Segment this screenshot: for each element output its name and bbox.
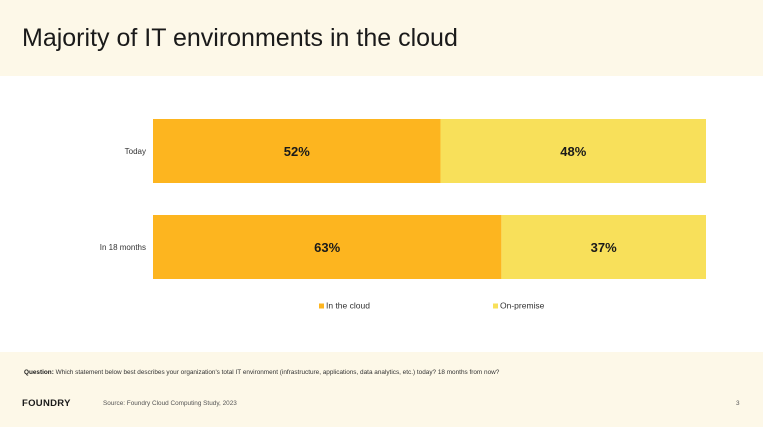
header-band: Majority of IT environments in the cloud [0, 0, 763, 76]
question-label: Question: [24, 369, 54, 376]
data-label: 52% [284, 144, 310, 159]
bar-segment [440, 119, 706, 183]
footer-band: Question: Which statement below best des… [0, 352, 763, 427]
legend-label: In the cloud [326, 301, 370, 311]
source-note: Source: Foundry Cloud Computing Study, 2… [103, 400, 237, 407]
survey-question: Question: Which statement below best des… [24, 369, 744, 376]
question-text: Which statement below best describes you… [55, 369, 500, 376]
page-number: 3 [736, 400, 740, 407]
data-label: 63% [314, 240, 340, 255]
category-label: In 18 months [100, 243, 146, 252]
brand-logo: FOUNDRY [22, 398, 71, 409]
legend-swatch [319, 303, 324, 309]
data-label: 37% [591, 240, 617, 255]
bar-segment [153, 119, 441, 183]
bar-segment [153, 215, 502, 279]
bar-segment [501, 215, 706, 279]
data-label: 48% [560, 144, 586, 159]
legend-label: On-premise [500, 301, 545, 311]
stacked-bar-chart: Today 52% 48% In 18 months 63% 37% In the clou… [100, 119, 706, 311]
chart-area: Today 52% 48% In 18 months 63% 37% In the clou… [0, 76, 763, 352]
page-title: Majority of IT environments in the cloud [22, 24, 458, 52]
category-label: Today [125, 147, 146, 156]
legend-swatch [493, 303, 498, 309]
